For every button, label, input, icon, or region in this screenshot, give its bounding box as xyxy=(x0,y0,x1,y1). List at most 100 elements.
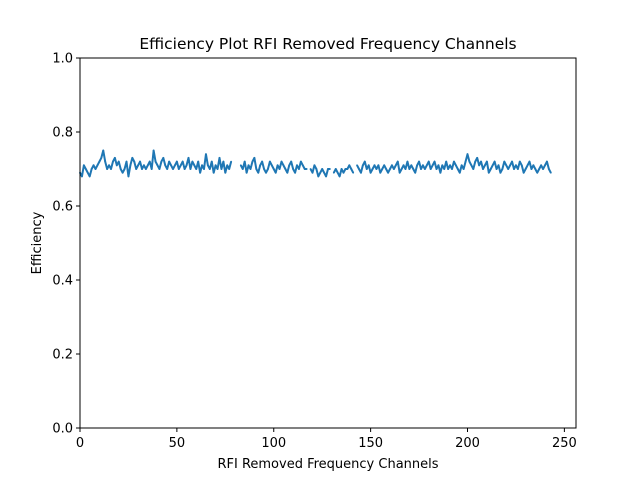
data-point xyxy=(164,164,167,167)
data-point xyxy=(251,160,254,163)
data-point xyxy=(189,168,192,170)
data-point xyxy=(270,164,273,167)
data-point xyxy=(474,160,477,163)
data-point xyxy=(447,168,450,170)
data-point xyxy=(489,168,492,170)
data-point xyxy=(381,168,384,170)
data-point xyxy=(532,164,535,167)
data-point xyxy=(466,153,469,156)
data-point xyxy=(334,168,337,170)
data-point xyxy=(82,164,85,167)
data-point xyxy=(214,164,217,167)
x-tick-label: 200 xyxy=(455,436,480,451)
data-point xyxy=(468,160,471,163)
data-point xyxy=(445,160,448,163)
data-point xyxy=(391,164,393,167)
data-point xyxy=(377,164,380,167)
data-point xyxy=(216,168,219,170)
data-point xyxy=(487,171,490,174)
data-point xyxy=(218,157,221,159)
data-point xyxy=(375,168,378,170)
data-point xyxy=(530,168,533,170)
data-point xyxy=(102,149,105,152)
data-point xyxy=(84,168,87,170)
data-point xyxy=(524,168,527,170)
x-tick-label: 0 xyxy=(76,436,84,451)
data-point xyxy=(327,168,329,170)
data-point xyxy=(416,164,419,167)
data-point xyxy=(356,164,358,167)
data-point xyxy=(309,168,312,170)
data-point xyxy=(319,171,322,174)
data-point xyxy=(290,160,293,163)
x-tick-label: 250 xyxy=(552,436,577,451)
data-point xyxy=(272,168,275,170)
data-point xyxy=(406,160,409,163)
data-point xyxy=(394,164,397,167)
y-tick-label: 0.0 xyxy=(52,422,73,437)
data-point xyxy=(472,168,475,170)
data-point xyxy=(301,164,304,167)
data-point xyxy=(241,168,244,170)
data-point xyxy=(423,168,426,170)
data-point xyxy=(420,168,422,170)
data-point xyxy=(249,168,252,170)
data-point xyxy=(220,168,223,170)
data-point xyxy=(464,160,467,163)
data-point xyxy=(303,168,306,170)
data-point xyxy=(470,164,473,167)
data-point xyxy=(338,175,341,178)
data-point xyxy=(389,168,391,170)
data-point xyxy=(451,168,453,170)
data-point xyxy=(117,160,120,163)
data-point xyxy=(139,160,141,163)
data-point xyxy=(141,168,143,170)
data-point xyxy=(305,168,308,170)
data-point xyxy=(398,171,401,174)
data-point xyxy=(296,164,298,167)
data-point xyxy=(484,164,486,167)
data-point xyxy=(259,164,262,167)
data-point xyxy=(404,168,407,170)
data-point xyxy=(205,153,207,156)
data-point xyxy=(162,157,165,159)
data-point xyxy=(154,160,157,163)
data-point xyxy=(168,160,171,163)
data-point xyxy=(352,171,355,174)
data-point xyxy=(243,160,246,163)
data-point xyxy=(383,164,386,167)
data-point xyxy=(292,168,295,170)
data-point xyxy=(255,168,258,170)
data-point xyxy=(437,164,440,167)
data-point xyxy=(286,171,289,174)
data-point xyxy=(203,168,205,170)
data-point xyxy=(263,168,265,170)
data-point xyxy=(150,168,153,170)
data-point xyxy=(268,160,271,163)
data-point xyxy=(507,168,510,170)
data-point xyxy=(96,164,99,167)
data-point xyxy=(172,168,174,170)
data-point xyxy=(212,171,215,174)
data-point xyxy=(497,164,500,167)
data-point xyxy=(94,168,97,170)
data-point xyxy=(144,168,147,170)
data-point xyxy=(193,164,196,167)
data-point xyxy=(88,175,91,178)
data-point xyxy=(501,168,504,170)
plot-frame xyxy=(79,57,577,429)
data-point xyxy=(228,168,231,170)
data-point xyxy=(239,164,242,167)
chart-title: Efficiency Plot RFI Removed Frequency Ch… xyxy=(139,35,516,53)
data-point xyxy=(104,160,107,163)
data-point xyxy=(224,171,227,174)
data-point xyxy=(369,171,372,174)
data-point xyxy=(191,160,194,163)
data-point xyxy=(346,168,349,170)
data-point xyxy=(441,164,444,167)
data-point xyxy=(509,164,512,167)
data-point xyxy=(222,160,225,163)
data-point xyxy=(175,160,178,163)
data-point xyxy=(257,171,260,174)
data-point xyxy=(280,160,283,163)
